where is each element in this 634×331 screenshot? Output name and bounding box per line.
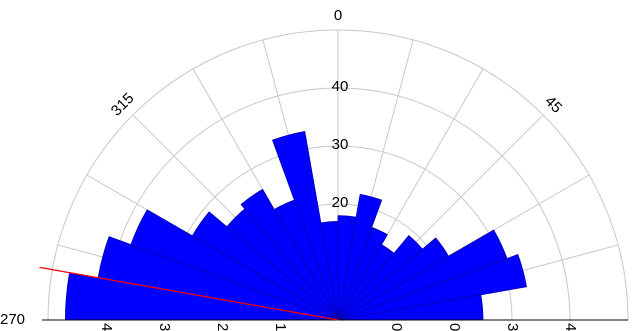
r-tick-label: 1	[272, 323, 289, 331]
bar	[337, 226, 388, 321]
bar	[130, 209, 339, 321]
theta-tick-label: 45	[541, 93, 565, 117]
r-tick-label: 0	[446, 323, 463, 331]
theta-tick-label: 270	[0, 311, 25, 328]
r-tick-label: 20	[332, 194, 349, 211]
r-tick-label: 30	[504, 323, 521, 331]
r-tick-label: 3	[156, 323, 173, 331]
theta-tick-label: 0	[334, 7, 342, 24]
r-tick-label: 30	[332, 136, 349, 153]
r-tick-label: 4	[98, 323, 115, 331]
r-tick-label: 40	[562, 323, 579, 331]
bar	[272, 131, 339, 321]
bar	[191, 211, 339, 321]
mean-direction	[39, 266, 339, 321]
bar	[337, 193, 383, 321]
r-tick-label: 0	[388, 323, 405, 331]
r-tick-label: 2	[214, 323, 231, 331]
r-tick-label: 40	[332, 78, 349, 95]
bar	[337, 254, 527, 321]
bar	[240, 188, 339, 321]
